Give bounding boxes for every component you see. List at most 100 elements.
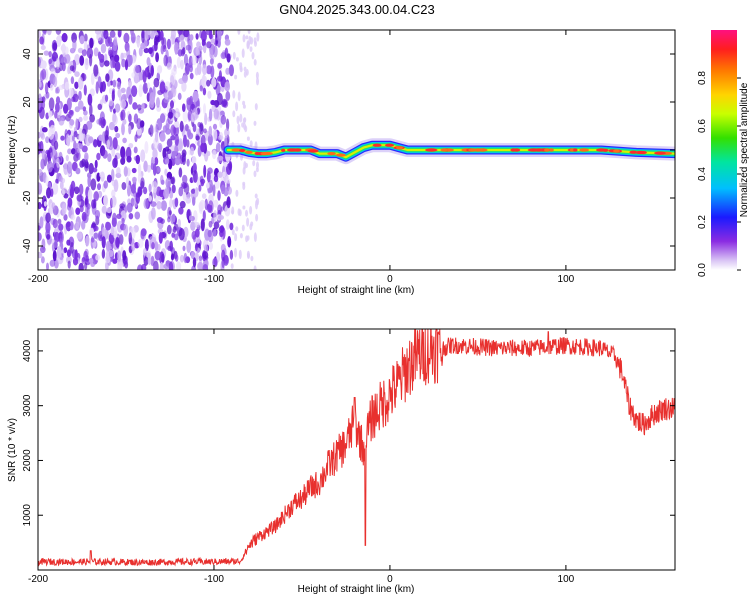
noise-speck — [174, 145, 179, 156]
noise-speck — [179, 254, 185, 263]
noise-speck — [162, 147, 167, 160]
noise-speck — [163, 188, 170, 199]
noise-speck — [69, 186, 74, 199]
noise-speck — [197, 261, 204, 270]
track-hotspot — [579, 148, 590, 152]
noise-speck — [58, 223, 64, 231]
noise-speck — [77, 147, 81, 154]
noise-speck — [49, 259, 56, 267]
noise-speck — [121, 58, 126, 68]
noise-speck — [53, 240, 58, 248]
noise-speck-faint — [245, 35, 249, 40]
noise-speck-faint — [248, 35, 252, 45]
noise-speck — [198, 52, 203, 65]
noise-speck — [38, 168, 43, 177]
noise-speck — [67, 148, 72, 155]
noise-speck — [41, 149, 46, 161]
noise-speck — [66, 161, 73, 174]
noise-speck — [217, 135, 224, 141]
noise-speck — [115, 132, 121, 139]
noise-speck — [143, 256, 149, 266]
noise-speck — [70, 214, 76, 221]
noise-speck — [188, 215, 192, 221]
noise-speck — [215, 82, 221, 96]
noise-speck — [174, 157, 181, 166]
noise-speck — [171, 184, 176, 194]
noise-speck — [43, 30, 47, 35]
noise-speck — [72, 93, 79, 103]
noise-speck — [186, 158, 190, 167]
noise-speck — [90, 237, 95, 243]
noise-speck — [207, 229, 212, 238]
noise-speck — [52, 218, 58, 229]
noise-speck — [38, 142, 41, 155]
noise-speck — [154, 35, 160, 42]
noise-speck — [208, 242, 213, 250]
noise-speck — [51, 202, 56, 210]
track-hotspot — [613, 149, 620, 153]
noise-speck — [123, 166, 128, 177]
noise-speck-faint — [231, 206, 235, 215]
noise-speck — [75, 221, 80, 230]
noise-speck-faint — [231, 229, 235, 236]
noise-speck-faint — [241, 224, 245, 232]
track-hotspot — [635, 150, 647, 155]
noise-speck — [41, 96, 46, 103]
noise-speck — [224, 38, 231, 46]
noise-speck — [103, 30, 109, 40]
noise-speck — [161, 253, 165, 263]
noise-speck — [196, 62, 202, 75]
noise-speck — [208, 125, 213, 137]
noise-speck — [183, 252, 188, 264]
noise-speck-faint — [242, 166, 246, 175]
snr-x-tick-label: -100 — [204, 574, 224, 585]
noise-speck — [39, 70, 45, 82]
track-hotspot — [372, 143, 382, 147]
noise-speck — [207, 90, 212, 99]
noise-speck — [170, 135, 176, 141]
noise-speck — [46, 234, 51, 240]
noise-speck — [128, 232, 133, 245]
noise-speck — [101, 81, 106, 92]
snr-y-tick-label: 4000 — [22, 339, 33, 362]
noise-speck-faint — [240, 154, 243, 161]
noise-speck — [75, 207, 81, 215]
noise-speck — [211, 77, 217, 88]
noise-speck — [79, 160, 85, 168]
noise-speck — [100, 43, 107, 54]
noise-speck-faint — [242, 100, 246, 106]
noise-speck — [45, 112, 49, 120]
noise-speck — [152, 163, 157, 176]
noise-speck-faint — [254, 141, 258, 152]
noise-speck — [38, 131, 41, 139]
noise-speck — [148, 47, 153, 54]
noise-speck — [159, 261, 164, 270]
noise-speck — [40, 158, 45, 170]
spectrogram-x-tick-label: -100 — [204, 274, 224, 285]
snr-series-line — [38, 329, 675, 567]
noise-speck-faint — [249, 205, 253, 215]
noise-speck — [96, 32, 102, 42]
noise-speck — [128, 125, 132, 135]
noise-speck — [167, 111, 174, 119]
noise-speck — [159, 132, 166, 142]
noise-speck — [121, 182, 127, 190]
noise-speck — [158, 232, 163, 244]
noise-speck — [103, 180, 108, 189]
noise-speck — [55, 57, 61, 69]
noise-speck — [142, 248, 147, 256]
noise-speck — [56, 157, 60, 169]
noise-speck — [202, 45, 207, 53]
noise-speck-faint — [249, 140, 253, 147]
noise-speck — [192, 257, 197, 268]
noise-speck-faint — [243, 117, 247, 123]
noise-speck — [171, 213, 176, 223]
noise-speck-faint — [255, 199, 258, 210]
noise-speck — [218, 225, 225, 233]
noise-speck — [108, 49, 114, 57]
noise-speck — [54, 110, 58, 119]
noise-speck — [206, 79, 211, 87]
noise-speck — [157, 65, 163, 74]
noise-speck — [182, 110, 188, 123]
